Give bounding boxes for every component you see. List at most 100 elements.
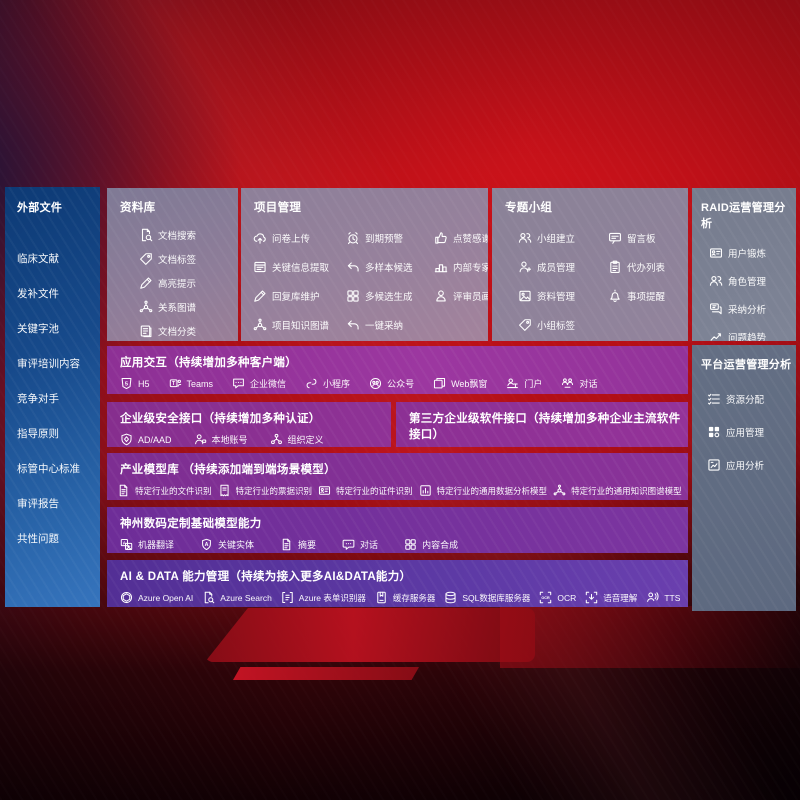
feature-item: Azure 表单识别器 <box>281 591 366 604</box>
qa-chat-icon <box>709 302 723 316</box>
feature-label: 特定行业的文件识别 <box>135 485 212 496</box>
feature-item: 资料管理 <box>518 289 608 303</box>
doc-category-icon <box>139 324 153 338</box>
openai-icon <box>120 591 133 604</box>
thirdparty-items: API自动化设计器 <box>396 442 688 447</box>
cloud-upload-icon <box>253 231 267 245</box>
feature-item: 项目知识图谱 <box>253 318 346 332</box>
feature-label: 小程序 <box>323 379 351 389</box>
feature-item: 公众号 <box>369 377 414 390</box>
device-silhouette-bar <box>233 667 419 680</box>
tag-icon <box>139 252 153 266</box>
band-security-interface: 企业级安全接口（持续增加多种认证） AD/AAD 本地账号 组织定义 <box>107 402 391 447</box>
feature-label: 门户 <box>524 379 543 389</box>
feature-label: 内容合成 <box>422 540 459 550</box>
trend-chart-icon <box>709 330 723 341</box>
feature-item: 应用管理 <box>707 415 796 448</box>
h5-icon <box>120 377 133 390</box>
feature-item: Web飘窗 <box>433 377 487 390</box>
feature-label: 指导原则 <box>17 428 59 440</box>
image-icon <box>518 289 532 303</box>
feature-label: 资料管理 <box>537 291 576 303</box>
feature-item: 文档标签 <box>139 247 238 271</box>
feature-label: 对话 <box>579 379 598 389</box>
doc-search-icon <box>139 228 153 242</box>
image-chart-icon <box>419 484 432 497</box>
feature-label: Teams <box>186 378 214 389</box>
graph-icon <box>139 300 153 314</box>
feature-label: 企业微信 <box>250 379 287 389</box>
feature-item: 标管中心标准 <box>17 451 100 486</box>
feature-label: 成员管理 <box>537 262 576 274</box>
thumbs-up-icon <box>434 231 448 245</box>
aidata-items: Azure Open AI Azure Search Azure 表单识别器 缓… <box>107 584 688 604</box>
feature-item: 本地账号 <box>194 433 248 446</box>
app-analysis-icon <box>707 458 721 472</box>
feature-label: 问题趋势 <box>728 333 767 341</box>
feature-label: H5 <box>138 378 150 389</box>
feature-item: 多样本候选 <box>346 260 434 274</box>
feature-item: SQL数据库服务器 <box>444 591 530 604</box>
feature-label: 缓存服务器 <box>392 592 436 603</box>
feature-item: 小程序 <box>305 377 350 390</box>
feature-item: 到期预警 <box>346 231 434 245</box>
feature-item: 特定行业的文件识别 <box>117 484 212 497</box>
summary-icon <box>280 538 293 551</box>
feature-item: 采纳分析 <box>709 295 796 323</box>
feature-item: 代办列表 <box>608 260 688 274</box>
feature-label: 采纳分析 <box>728 305 767 316</box>
feature-item: 用户锻炼 <box>709 239 796 267</box>
feature-item: 小组标签 <box>518 318 608 332</box>
feature-label: 问卷上传 <box>272 233 311 245</box>
ranking-icon <box>434 260 448 274</box>
band-thirdparty-interface: 第三方企业级软件接口（持续增加多种企业主流软件接口） API自动化设计器 <box>396 402 688 447</box>
panel-title: 外部文件 <box>17 202 63 214</box>
feature-label: 项目知识图谱 <box>272 320 330 332</box>
band-title: 企业级安全接口（持续增加多种认证） <box>120 413 321 425</box>
band-app-interaction: 应用交互（持续增加多种客户端） H5 Teams 企业微信 小程序 公众号 We… <box>107 346 688 394</box>
feature-label: 关键实体 <box>218 540 255 550</box>
panel-external-files: 外部文件 临床文献 发补文件 关键字池 审评培训内容 竞争对手 指导原则 标管中… <box>5 187 100 607</box>
platform-items: 资源分配 应用管理 应用分析 <box>707 382 796 481</box>
azure-search-icon <box>202 591 215 604</box>
doc-extract-icon <box>253 260 267 274</box>
feature-label: 应用管理 <box>726 427 765 439</box>
interaction-items: H5 Teams 企业微信 小程序 公众号 Web飘窗 门户 对话 <box>107 370 688 390</box>
band-industry-models: 产业模型库 （持续添加端到端场景模型） 特定行业的文件识别 特定行业的票据识别 … <box>107 453 688 500</box>
alarm-icon <box>346 231 360 245</box>
person-add-icon <box>518 260 532 274</box>
feature-label: 特定行业的票据识别 <box>235 485 313 496</box>
feature-label: 公众号 <box>387 379 415 389</box>
feature-item: 发补文件 <box>17 276 100 311</box>
panel-title: RAID运营管理分析 <box>701 202 786 230</box>
feature-label: 内部专家排名 <box>453 262 488 274</box>
feature-item: 关系图谱 <box>139 295 238 319</box>
library-items: 文档搜索 文档标签 高亮提示 关系图谱 文档分类 <box>139 223 238 341</box>
dialog-icon <box>561 377 574 390</box>
feature-item: Azure Search <box>202 591 272 604</box>
feature-label: AD/AAD <box>138 434 172 445</box>
feature-item: 角色管理 <box>709 267 796 295</box>
feature-item: 内部专家排名 <box>434 260 488 274</box>
feature-item: 内容合成 <box>404 538 458 551</box>
panel-library: 资料库 文档搜索 文档标签 高亮提示 关系图谱 文档分类 <box>107 188 238 341</box>
feature-label: 共性问题 <box>17 533 59 545</box>
feature-item: 多候选生成 <box>346 289 434 303</box>
feature-item: 对话 <box>342 538 378 551</box>
feature-label: 审评报告 <box>17 498 59 510</box>
basemodel-items: 机器翻译 关键实体 摘要 对话 内容合成 <box>107 531 688 551</box>
task-list-icon <box>707 392 721 406</box>
band-base-models: 神州数码定制基础模型能力 机器翻译 关键实体 摘要 对话 内容合成 <box>107 507 688 553</box>
feature-label: 组织定义 <box>287 435 324 445</box>
teams-icon <box>169 377 182 390</box>
feature-label: 关键字池 <box>17 323 59 335</box>
band-ai-data: AI & DATA 能力管理（持续为接入更多AI&DATA能力） Azure O… <box>107 560 688 607</box>
panel-title: 项目管理 <box>254 202 302 214</box>
panel-title: 平台运营管理分析 <box>701 359 792 371</box>
feature-label: 特定行业的证件识别 <box>336 485 413 496</box>
external-files-list: 临床文献 发补文件 关键字池 审评培训内容 竞争对手 指导原则 标管中心标准 审… <box>17 241 100 556</box>
graph-icon <box>253 318 267 332</box>
chat-dots-icon <box>232 377 245 390</box>
device-silhouette <box>205 608 535 662</box>
